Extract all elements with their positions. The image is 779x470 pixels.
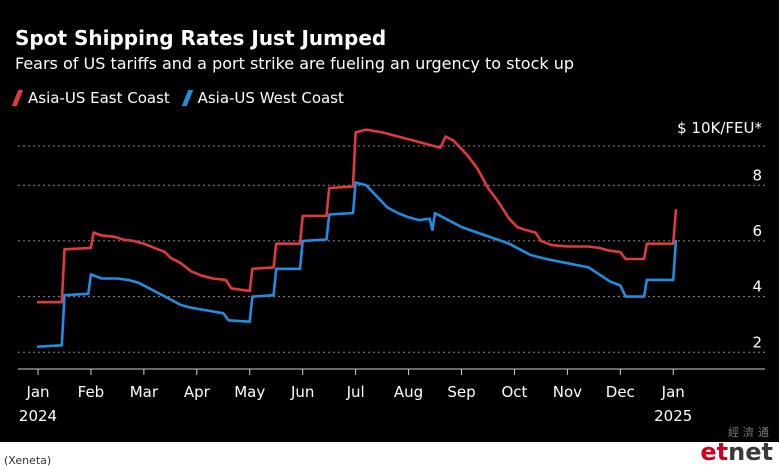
x-tick-label-10: Nov <box>553 383 582 401</box>
x-tick-label-5: Jun <box>290 383 314 401</box>
source-note: (Xeneta) <box>4 454 52 467</box>
chart-panel <box>0 0 779 442</box>
series-line-0 <box>36 128 678 304</box>
y-axis-unit-label: $ 10K/FEU* <box>677 119 762 137</box>
x-tick-label-6: Jul <box>346 383 365 401</box>
logo-wordmark: etnet <box>700 440 773 464</box>
legend-item-west-coast: Asia-US West Coast <box>181 89 344 107</box>
chart-title: Spot Shipping Rates Just Jumped <box>15 26 387 50</box>
x-tick-label-1: Feb <box>78 383 105 401</box>
etnet-logo: 經濟通 etnet <box>700 424 773 464</box>
logo-et: et <box>700 438 729 466</box>
x-tick-label-12: Jan <box>661 383 685 401</box>
y-tick-label-4: 4 <box>752 278 762 296</box>
x-tick-label-7: Aug <box>394 383 423 401</box>
logo-net: net <box>728 438 773 466</box>
chart-subtitle: Fears of US tariffs and a port strike ar… <box>15 54 575 73</box>
x-tick-label-8: Sep <box>447 383 475 401</box>
x-tick-label-4: May <box>234 383 265 401</box>
legend-label-west-coast: Asia-US West Coast <box>197 89 344 107</box>
legend-item-east-coast: Asia-US East Coast <box>11 89 170 107</box>
y-tick-label-2: 2 <box>752 333 762 351</box>
chart-legend: Asia-US East Coast Asia-US West Coast <box>11 89 354 110</box>
y-tick-label-8: 8 <box>752 166 762 184</box>
x-tick-label-2: Mar <box>130 383 159 401</box>
x-tick-label-0: Jan <box>25 383 49 401</box>
series-line-1 <box>36 181 678 348</box>
x-tick-label-9: Oct <box>501 383 527 401</box>
x-tick-label-11: Dec <box>606 383 635 401</box>
legend-label-east-coast: Asia-US East Coast <box>28 89 170 107</box>
logo-chinese-text: 經濟通 <box>728 426 773 439</box>
x-tick-year-0: 2024 <box>19 407 57 425</box>
line-chart: $ 10K/FEU* 2 4 6 8 Jan 2024 Feb Mar Apr May Jun Jul A… <box>18 119 765 425</box>
x-tick-year-12: 2025 <box>654 407 692 425</box>
y-tick-label-6: 6 <box>752 222 762 240</box>
x-tick-label-3: Apr <box>184 383 211 401</box>
